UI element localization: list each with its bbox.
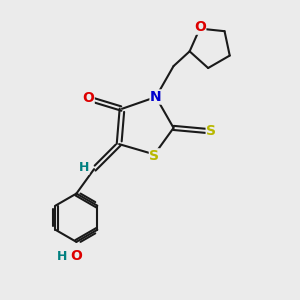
Text: H: H bbox=[57, 250, 68, 262]
Text: H: H bbox=[79, 161, 89, 174]
Text: O: O bbox=[82, 92, 94, 106]
Text: S: S bbox=[149, 149, 159, 163]
Text: O: O bbox=[70, 249, 82, 263]
Text: O: O bbox=[194, 20, 206, 34]
Text: S: S bbox=[206, 124, 216, 138]
Text: N: N bbox=[150, 90, 162, 104]
